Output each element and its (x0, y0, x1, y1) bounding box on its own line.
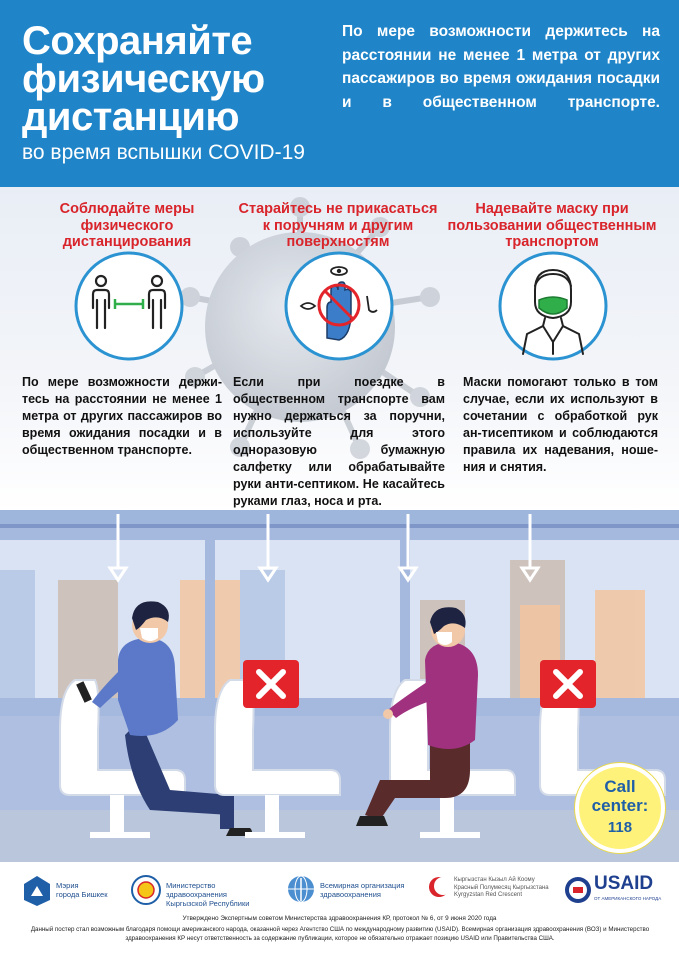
column-1-text: По мере возможности держи-тесь на рассто… (22, 375, 222, 457)
who-logo-text: Всемирная организация здравоохранения (320, 881, 405, 899)
column-1-title: Соблюдайте меры физического дистанцирова… (59, 201, 195, 250)
call-center-line-2: center: (591, 796, 649, 815)
call-center-badge: Call center: 118 (575, 763, 665, 853)
column-3-text: Маски помогают только в том случае, если… (463, 375, 658, 474)
ministry-logo-text: Министерство здравоохранения Кыргызской Р… (166, 881, 250, 908)
bishkek-city-hall-logo (24, 876, 50, 906)
advice-section: Соблюдайте меры физического дистанцирова… (0, 187, 679, 510)
header-banner: Сохраняйте физическую дистанцию во время… (0, 0, 679, 187)
seat-mark-1 (243, 660, 299, 708)
distancing-people-icon (74, 251, 184, 361)
disclaimer: Данный постер стал возможным благодаря п… (30, 926, 650, 942)
call-center-line-1: Call (604, 777, 636, 796)
seat-mark-2 (540, 660, 596, 708)
bishkek-logo-text: Мэрия города Бишкек (56, 881, 108, 899)
column-2-title: Старайтесь не прикасаться к поручням и д… (238, 201, 438, 250)
call-center-number: 118 (607, 819, 633, 836)
approval-note: Утверждено Экспертным советом Министерст… (182, 915, 497, 922)
title-line-2: физическую (22, 57, 265, 101)
face-mask-icon (498, 251, 608, 361)
column-3-title: Надевайте маску при пользовании обществе… (447, 201, 657, 250)
usaid-wordmark: USAID (594, 873, 654, 894)
red-crescent-logo-text: Кыргызстан Кызыл Ай Коому Красный Полумес… (454, 877, 549, 898)
red-crescent-logo (429, 877, 452, 897)
usaid-logo (565, 877, 591, 903)
no-touch-face-icon (284, 251, 394, 361)
intro-text: По мере возможности держитесь на расстоя… (342, 23, 660, 111)
subtitle: во время вспышки COVID-19 (22, 141, 305, 164)
title-line-3: дистанцию (22, 95, 240, 139)
usaid-subtext: ОТ АМЕРИКАНСКОГО НАРОДА (594, 896, 662, 901)
column-2-text: Если при поездке в общественном транспор… (233, 375, 445, 508)
title-line-1: Сохраняйте (22, 19, 253, 63)
footer: Мэрия города Бишкек Министерство здравоох… (0, 862, 679, 960)
kyrgyz-health-ministry-logo (131, 875, 161, 905)
who-logo (288, 875, 314, 903)
